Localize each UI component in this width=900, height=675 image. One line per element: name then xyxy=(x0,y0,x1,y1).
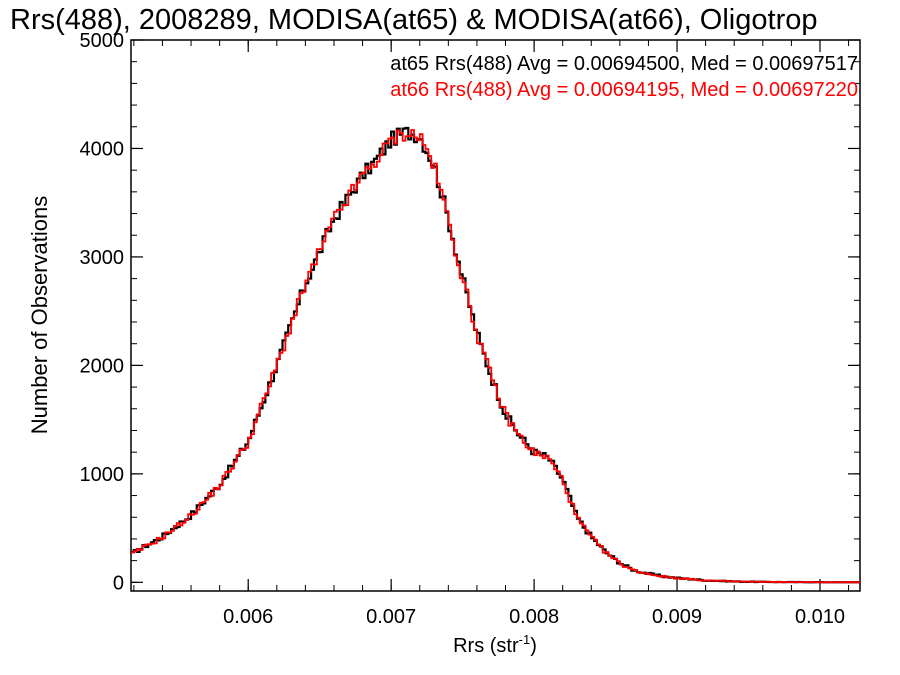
plot-frame xyxy=(130,39,861,592)
y-axis-ticks: 0 1000 2000 3000 4000 5000 xyxy=(80,30,860,594)
series-at65-line xyxy=(131,126,860,584)
y-tick-label: 0 xyxy=(113,572,124,594)
series-at66-line xyxy=(131,129,860,584)
y-tick-label: 3000 xyxy=(80,247,125,269)
y-tick-label: 4000 xyxy=(80,138,125,160)
x-tick-label: 0.006 xyxy=(223,606,273,628)
annotation-at65: at65 Rrs(488) Avg = 0.00694500, Med = 0.… xyxy=(390,53,858,75)
x-tick-label: 0.010 xyxy=(795,606,845,628)
y-tick-label: 5000 xyxy=(80,30,125,52)
x-axis-ticks: 0.006 0.007 0.008 0.009 0.010 xyxy=(223,40,845,628)
x-axis-label: Rrs (str-1) xyxy=(453,632,537,657)
minor-ticks xyxy=(131,39,860,591)
chart-title: Rrs(488), 2008289, MODISA(at65) & MODISA… xyxy=(10,4,817,36)
y-tick-label: 1000 xyxy=(80,464,125,486)
x-tick-label: 0.009 xyxy=(652,606,702,628)
x-tick-label: 0.007 xyxy=(366,606,416,628)
x-tick-label: 0.008 xyxy=(509,606,559,628)
y-axis-label: Number of Observations xyxy=(27,196,52,434)
y-tick-label: 2000 xyxy=(80,355,125,377)
annotation-at66: at66 Rrs(488) Avg = 0.00694195, Med = 0.… xyxy=(390,79,858,101)
